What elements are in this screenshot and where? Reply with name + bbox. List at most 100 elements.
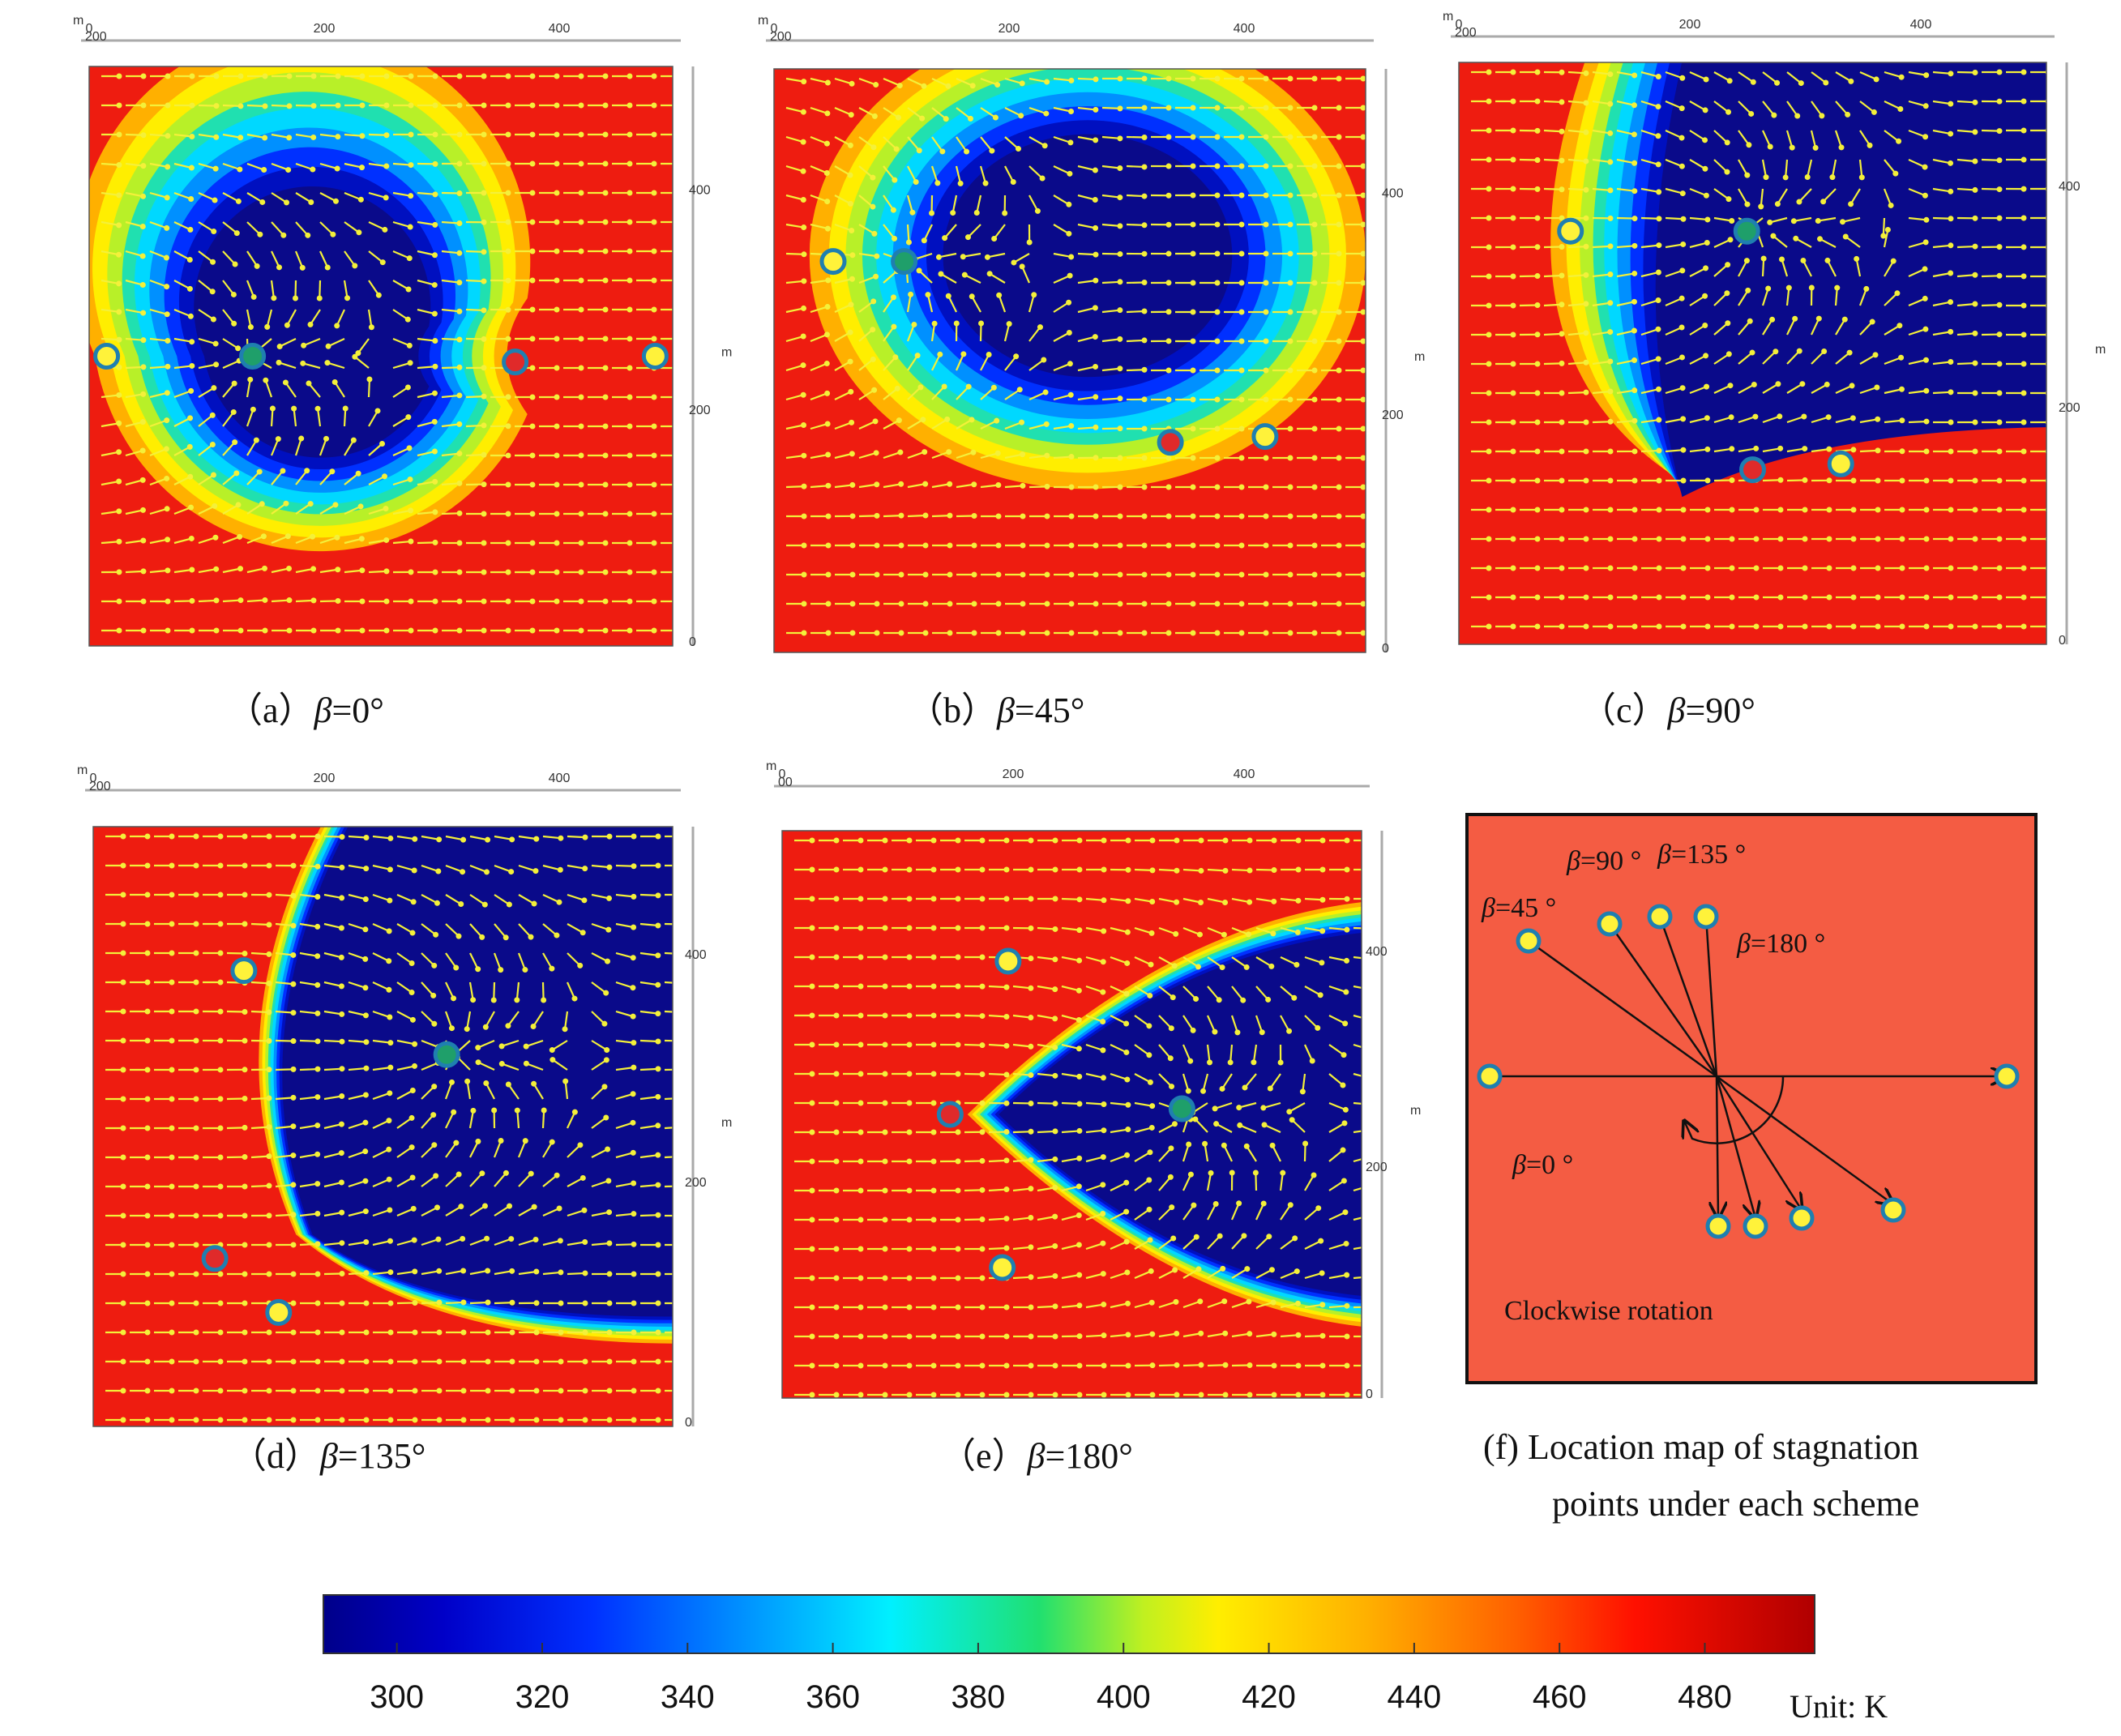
velocity-arrowhead bbox=[626, 394, 633, 400]
velocity-arrowhead bbox=[681, 1039, 685, 1043]
velocity-arrow bbox=[1616, 420, 1636, 424]
velocity-arrowhead bbox=[1243, 1143, 1250, 1149]
velocity-arrow bbox=[858, 420, 876, 430]
velocity-arrowhead bbox=[1238, 571, 1245, 578]
velocity-arrowhead bbox=[1271, 898, 1277, 904]
velocity-arrowhead bbox=[362, 1119, 369, 1126]
velocity-arrow bbox=[1713, 238, 1731, 248]
velocity-arrow bbox=[1303, 1143, 1306, 1162]
velocity-arrowhead bbox=[626, 160, 633, 167]
velocity-arrowhead bbox=[1141, 222, 1148, 229]
velocity-arrowhead bbox=[1850, 623, 1857, 630]
velocity-arrowhead bbox=[169, 1242, 175, 1248]
velocity-arrowhead bbox=[1068, 571, 1075, 578]
velocity-arrowhead bbox=[140, 310, 147, 316]
velocity-arrowhead bbox=[1750, 79, 1756, 85]
velocity-arrowhead bbox=[485, 1417, 491, 1423]
velocity-arrowhead bbox=[582, 1238, 588, 1245]
velocity-arrow bbox=[639, 1010, 658, 1015]
velocity-arrow bbox=[810, 485, 829, 489]
velocity-arrowhead bbox=[242, 1212, 248, 1219]
velocity-arrowhead bbox=[1583, 477, 1589, 484]
velocity-arrowhead bbox=[1777, 507, 1784, 513]
velocity-arrow bbox=[567, 1241, 585, 1246]
velocity-arrow bbox=[372, 1240, 391, 1246]
velocity-arrowhead bbox=[431, 282, 438, 289]
velocity-arrow bbox=[1981, 304, 2000, 307]
velocity-arrow bbox=[518, 894, 535, 905]
velocity-arrowhead bbox=[1534, 157, 1541, 164]
velocity-arrowhead bbox=[165, 337, 171, 344]
velocity-arrowhead bbox=[1101, 1302, 1107, 1308]
velocity-arrow bbox=[1713, 71, 1730, 82]
velocity-arrowhead bbox=[1100, 1271, 1106, 1277]
velocity-arrowhead bbox=[655, 1093, 661, 1100]
velocity-arrow bbox=[639, 1154, 658, 1159]
velocity-arrow bbox=[348, 981, 366, 989]
velocity-arrow bbox=[372, 1119, 390, 1129]
velocity-arrow bbox=[1592, 360, 1610, 366]
velocity-arrowhead bbox=[1216, 997, 1222, 1003]
velocity-arrowhead bbox=[509, 1268, 515, 1274]
velocity-arrowhead bbox=[1775, 381, 1781, 387]
velocity-arrowhead bbox=[187, 415, 194, 421]
velocity-arrowhead bbox=[1369, 1155, 1373, 1159]
velocity-arrow bbox=[323, 1242, 342, 1246]
velocity-arrowhead bbox=[681, 864, 685, 868]
velocity-arrow bbox=[1932, 216, 1952, 220]
velocity-arrowhead bbox=[1311, 542, 1318, 549]
velocity-arrowhead bbox=[1534, 186, 1541, 192]
velocity-arrowhead bbox=[1093, 363, 1099, 370]
velocity-arrow bbox=[1835, 352, 1850, 365]
velocity-arrowhead bbox=[1263, 192, 1269, 199]
velocity-arrow bbox=[1567, 158, 1587, 163]
velocity-arrowhead bbox=[930, 1333, 937, 1340]
velocity-arrow bbox=[1761, 258, 1765, 277]
velocity-arrow bbox=[1884, 159, 1896, 174]
velocity-arrow bbox=[1004, 356, 1017, 371]
velocity-arrowhead bbox=[144, 1212, 151, 1219]
velocity-arrow bbox=[1665, 449, 1684, 453]
velocity-arrow bbox=[1207, 1332, 1225, 1338]
velocity-arrowhead bbox=[979, 1304, 986, 1311]
velocity-arrowhead bbox=[554, 336, 560, 342]
velocity-arrowhead bbox=[1510, 565, 1516, 571]
velocity-arrowhead bbox=[531, 900, 537, 907]
velocity-arrowhead bbox=[1996, 623, 2003, 630]
velocity-arrowhead bbox=[1744, 172, 1751, 178]
velocity-arrowhead bbox=[1360, 484, 1366, 490]
velocity-arrowhead bbox=[651, 598, 657, 605]
velocity-arrowhead bbox=[310, 597, 317, 604]
velocity-arrowhead bbox=[308, 199, 314, 205]
velocity-arrow bbox=[1061, 1304, 1080, 1309]
velocity-arrowhead bbox=[1336, 163, 1342, 169]
velocity-arrowhead bbox=[1777, 477, 1784, 483]
velocity-arrowhead bbox=[681, 893, 685, 897]
velocity-arrowhead bbox=[1972, 360, 1978, 366]
velocity-arrow bbox=[441, 482, 460, 486]
velocity-arrowhead bbox=[533, 1268, 540, 1275]
velocity-arrowhead bbox=[626, 365, 633, 371]
velocity-arrowhead bbox=[431, 310, 438, 317]
velocity-arrow bbox=[1231, 926, 1249, 935]
velocity-arrowhead bbox=[554, 131, 560, 138]
velocity-arrowhead bbox=[906, 1041, 913, 1048]
velocity-arrowhead bbox=[406, 445, 413, 451]
velocity-arrow bbox=[1053, 252, 1071, 259]
velocity-arrowhead bbox=[253, 437, 259, 443]
velocity-arrowhead bbox=[1287, 425, 1294, 432]
velocity-arrowhead bbox=[1165, 630, 1172, 636]
velocity-arrowhead bbox=[1100, 1019, 1106, 1025]
velocity-arrowhead bbox=[1268, 1267, 1275, 1273]
velocity-arrowhead bbox=[549, 965, 555, 972]
velocity-arrowhead bbox=[630, 1149, 636, 1156]
stagnation-point bbox=[265, 1298, 293, 1326]
velocity-arrowhead bbox=[882, 1041, 888, 1048]
velocity-arrowhead bbox=[359, 102, 366, 109]
velocity-arrowhead bbox=[626, 627, 633, 634]
velocity-arrowhead bbox=[898, 542, 904, 549]
velocity-arrow bbox=[1908, 100, 1926, 107]
velocity-arrowhead bbox=[1243, 964, 1250, 970]
velocity-arrowhead bbox=[1286, 1028, 1293, 1034]
velocity-arrowhead bbox=[1006, 321, 1012, 327]
